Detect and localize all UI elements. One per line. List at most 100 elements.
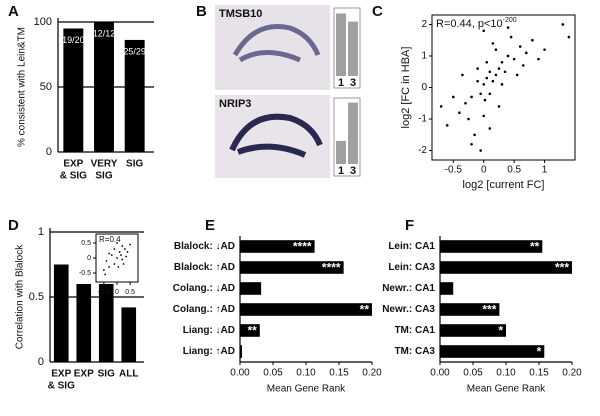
- y-tick-label: 1: [421, 51, 427, 62]
- bar: [63, 28, 84, 152]
- value-label: 12/12: [93, 28, 116, 38]
- point: [467, 117, 470, 121]
- x-tick-label: 0.5: [507, 165, 521, 176]
- x-tick-label: 0.15: [529, 368, 549, 379]
- significance-stars: **: [247, 324, 257, 338]
- point: [479, 149, 482, 152]
- point: [439, 105, 443, 108]
- point: [116, 257, 118, 259]
- point: [117, 266, 120, 268]
- y-tick-label: Colang.: ↓AD: [173, 283, 235, 294]
- point: [488, 92, 492, 96]
- bar: [240, 282, 262, 295]
- image-tmsb10: [215, 5, 330, 90]
- point: [121, 245, 124, 247]
- x-tick-label: -0.5: [445, 165, 463, 176]
- bar-label: 1: [338, 165, 344, 177]
- annotation: R=0.44, p<10-200: [436, 17, 517, 30]
- bar: [440, 240, 543, 253]
- value-label: 25/29: [123, 46, 146, 56]
- x-tick-label: 0: [115, 289, 119, 296]
- bar: [440, 261, 572, 274]
- bar: [348, 102, 358, 164]
- bar: [240, 345, 242, 358]
- x-tick-label: SIG: [95, 171, 112, 182]
- y-tick-label: Lein: CA3: [388, 262, 435, 273]
- point: [476, 67, 479, 70]
- y-axis-label: log2 [FC in HBA]: [400, 47, 412, 129]
- panel-letter: A: [8, 3, 19, 20]
- x-tick-label: EXP: [74, 369, 94, 380]
- y-tick-label: -1: [418, 114, 427, 125]
- point: [567, 35, 571, 39]
- significance-stars: *: [498, 324, 503, 338]
- point: [108, 252, 111, 255]
- point: [122, 263, 125, 265]
- y-tick-label: Liang: ↓AD: [183, 325, 235, 336]
- bar: [336, 140, 346, 164]
- x-tick-label: EXP: [51, 369, 71, 380]
- x-tick-label: 0.10: [296, 368, 316, 379]
- x-tick-label: -0.5: [98, 289, 110, 296]
- bar: [336, 13, 346, 77]
- y-tick-label: 100: [34, 16, 52, 28]
- point: [482, 114, 486, 118]
- x-tick-label: 0.10: [496, 368, 516, 379]
- y-tick-label: 0: [421, 82, 427, 93]
- bar: [240, 261, 344, 274]
- y-axis-label: % consistent with Lein&TM: [17, 27, 28, 147]
- point: [500, 83, 504, 86]
- point: [113, 263, 116, 265]
- y-tick-label: 2: [421, 19, 427, 30]
- significance-stars: *: [537, 345, 542, 359]
- point: [518, 45, 522, 48]
- point: [494, 48, 498, 51]
- bar: [440, 282, 454, 295]
- x-tick-label: 0.00: [230, 368, 250, 379]
- point: [102, 269, 105, 271]
- point: [121, 258, 124, 261]
- significance-stars: ****: [322, 261, 341, 275]
- point: [110, 254, 113, 256]
- point: [479, 92, 482, 96]
- point: [485, 76, 489, 80]
- inset-annotation: R=0.4: [99, 235, 121, 244]
- x-tick-label: 1: [542, 165, 548, 176]
- panel-letter: E: [205, 217, 215, 234]
- y-tick-label: TM: CA3: [394, 346, 435, 357]
- point: [543, 48, 546, 51]
- significance-stars: **: [530, 240, 540, 254]
- x-tick-label: ALL: [119, 369, 138, 380]
- point: [451, 95, 455, 99]
- point: [108, 266, 111, 268]
- x-tick-label: 0: [481, 165, 487, 176]
- y-tick-label: Newr.: CA1: [382, 283, 435, 294]
- point: [497, 105, 501, 108]
- bar: [440, 345, 545, 358]
- point: [482, 29, 486, 33]
- y-axis-label: Correlation with Blalock: [15, 244, 26, 349]
- x-tick-label: 0.00: [430, 368, 450, 379]
- image-stain: [229, 113, 323, 158]
- image-nrip3: [215, 95, 330, 178]
- significance-stars: ***: [555, 261, 569, 275]
- y-tick-label: -0.5: [79, 270, 91, 277]
- panel-letter: C: [372, 3, 383, 20]
- bar: [240, 240, 315, 253]
- bar: [348, 21, 358, 77]
- y-tick-label: Liang: ↑AD: [183, 346, 235, 357]
- point: [473, 133, 476, 137]
- gene-label: NRIP3: [219, 98, 251, 110]
- point: [126, 251, 129, 253]
- gene-label: TMSB10: [219, 8, 262, 20]
- point: [123, 248, 126, 250]
- x-axis-label: Mean Gene Rank: [467, 384, 546, 395]
- point: [506, 54, 510, 58]
- y-tick-label: 0: [46, 146, 52, 158]
- x-tick-label: SIG: [98, 369, 115, 380]
- point: [488, 127, 492, 130]
- point: [503, 70, 507, 74]
- point: [500, 60, 504, 64]
- y-tick-label: TM: CA1: [394, 325, 435, 336]
- point: [482, 83, 486, 86]
